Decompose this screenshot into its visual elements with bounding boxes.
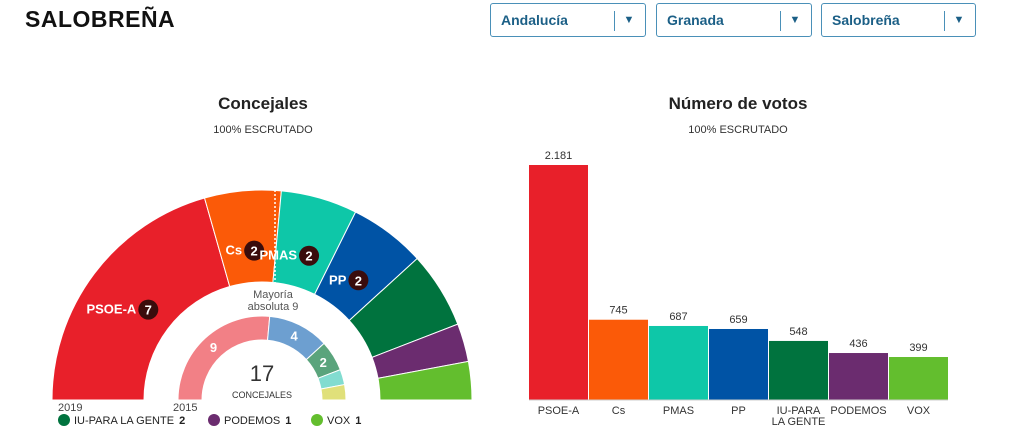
vote-value-label: 548: [789, 326, 807, 338]
seat-2015-value: 9: [210, 340, 217, 355]
legend-item: IU-PARA LA GENTE 2: [58, 414, 185, 427]
seat-party-label: PMAS: [259, 248, 297, 263]
seats-total-label: CONCEJALES: [232, 390, 292, 400]
chevron-down-icon[interactable]: ▼: [623, 14, 635, 26]
vote-value-label: 745: [609, 305, 627, 317]
seat-party-label: Cs: [226, 243, 243, 258]
legend-item: VOX 1: [311, 414, 361, 427]
vote-value-label: 399: [909, 342, 927, 354]
select-divider: [614, 11, 615, 31]
seat-count-value: 2: [305, 249, 312, 264]
vote-bar: [709, 328, 768, 400]
seat-count-value: 2: [355, 273, 362, 288]
seat-arc-2019: [348, 257, 459, 359]
votes-chart-subtitle: 100% ESCRUTADO: [688, 124, 788, 136]
vote-bar: [649, 325, 708, 400]
vote-category-label: PODEMOS: [830, 405, 886, 417]
vote-bar: [889, 357, 948, 400]
vote-bar: [529, 165, 588, 400]
region-select-value: Andalucía: [501, 12, 568, 28]
legend-label: PODEMOS: [224, 415, 281, 427]
legend-seats: 2: [179, 415, 186, 427]
legend-seats: 1: [355, 415, 362, 427]
seat-count-badge: [299, 245, 320, 266]
seat-arc-2015: [320, 383, 347, 401]
vote-bar: [589, 319, 648, 400]
votes-chart-title: Número de votos: [668, 94, 808, 113]
vote-value-label: 2.181: [545, 150, 573, 162]
legend-seats: 1: [285, 415, 292, 427]
seat-count-badge: [138, 299, 159, 320]
seat-arc-2015: [266, 315, 325, 361]
seats-chart-title: Concejales: [218, 94, 308, 113]
seat-party-label: PSOE-A: [86, 302, 136, 317]
page-title: SALOBREÑA: [25, 6, 176, 32]
legend-label: IU-PARA LA GENTE: [74, 415, 175, 427]
seat-count-value: 2: [251, 244, 258, 259]
select-divider: [780, 11, 781, 31]
vote-category-label: VOX: [907, 405, 931, 417]
seat-2015-value: 4: [290, 329, 298, 344]
majority-label-line2: absoluta 9: [248, 301, 299, 313]
vote-category-label: LA GENTE: [772, 416, 826, 428]
seat-arc-2019: [377, 360, 473, 401]
province-select-value: Granada: [667, 12, 724, 28]
vote-value-label: 659: [729, 314, 747, 326]
legend-item: PODEMOS 1: [208, 414, 291, 427]
vote-category-label: PMAS: [663, 405, 694, 417]
vote-category-label: PP: [731, 405, 746, 417]
seat-arc-2019: [51, 197, 231, 401]
seats-chart-subtitle: 100% ESCRUTADO: [213, 124, 313, 136]
seat-arc-2019: [313, 211, 418, 322]
seat-arc-2019: [371, 323, 470, 379]
vote-category-label: PSOE-A: [538, 405, 580, 417]
seat-count-value: 7: [145, 303, 152, 318]
majority-label-line1: Mayoría: [253, 289, 294, 301]
legend-dot: [58, 414, 70, 426]
seat-2015-value: 2: [320, 355, 327, 370]
chevron-down-icon[interactable]: ▼: [953, 14, 965, 26]
municipality-select[interactable]: Salobreña ▼: [821, 3, 976, 37]
vote-bar: [769, 340, 828, 400]
seat-arc-2015: [317, 369, 346, 390]
year-outer-label: 2019: [58, 402, 82, 414]
seat-arc-2015: [177, 315, 271, 401]
chevron-down-icon[interactable]: ▼: [789, 14, 801, 26]
seat-count-badge: [244, 240, 265, 261]
select-divider: [944, 11, 945, 31]
municipality-select-value: Salobreña: [832, 12, 900, 28]
vote-bar: [829, 353, 888, 400]
seat-arc-2015: [305, 342, 341, 379]
vote-category-label: IU-PARA: [777, 405, 821, 417]
seats-total: 17: [250, 361, 274, 386]
legend-dot: [208, 414, 220, 426]
province-select[interactable]: Granada ▼: [656, 3, 812, 37]
legend-label: VOX: [327, 415, 351, 427]
legend-dot: [311, 414, 323, 426]
vote-value-label: 687: [669, 311, 687, 323]
seat-count-badge: [348, 270, 369, 291]
seat-party-label: PP: [329, 272, 347, 287]
seat-arc-2019: [272, 190, 357, 296]
year-inner-label: 2015: [173, 402, 197, 414]
region-select[interactable]: Andalucía ▼: [490, 3, 646, 37]
vote-category-label: Cs: [612, 405, 626, 417]
vote-value-label: 436: [849, 338, 867, 350]
seat-arc-2019: [203, 189, 282, 288]
